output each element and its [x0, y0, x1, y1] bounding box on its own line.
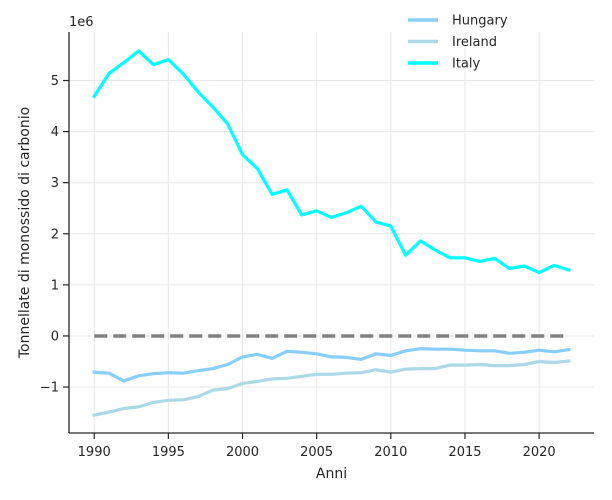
x-tick-label: 2020 — [523, 445, 556, 460]
x-axis-label: Anni — [316, 466, 347, 482]
y-tick-label: 0 — [51, 329, 59, 344]
legend-label-ireland: Ireland — [452, 35, 497, 50]
series-line-ireland — [92, 359, 571, 417]
y-tick-label: 2 — [51, 227, 59, 242]
y-scale-label: 1e6 — [69, 15, 94, 30]
legend-label-hungary: Hungary — [452, 14, 508, 29]
y-axis-label: Tonnellate di monossido di carbonio — [17, 107, 33, 359]
y-tick-label: 1 — [51, 278, 59, 293]
legend: Hungary Ireland Italy — [408, 14, 508, 72]
grid — [69, 32, 594, 433]
x-tick-label: 2005 — [300, 445, 333, 460]
series-line-italy — [91, 49, 571, 275]
legend-label-italy: Italy — [452, 57, 481, 72]
axes — [68, 32, 594, 434]
y-tick-label: 3 — [51, 176, 59, 191]
series-line-hungary — [92, 347, 571, 383]
y-tick-label: 5 — [51, 74, 59, 89]
y-tick-label: −1 — [40, 381, 59, 396]
x-tick-label: 2000 — [226, 445, 259, 460]
y-ticks: −1 0 1 2 3 4 5 — [40, 74, 69, 396]
x-ticks: 1990 1995 2000 2005 2010 2015 2020 — [78, 433, 556, 460]
x-tick-label: 2015 — [448, 445, 481, 460]
y-tick-label: 4 — [51, 125, 59, 140]
x-tick-label: 1990 — [78, 445, 111, 460]
series-layer — [91, 49, 571, 417]
x-tick-label: 1995 — [152, 445, 185, 460]
x-tick-label: 2010 — [374, 445, 407, 460]
